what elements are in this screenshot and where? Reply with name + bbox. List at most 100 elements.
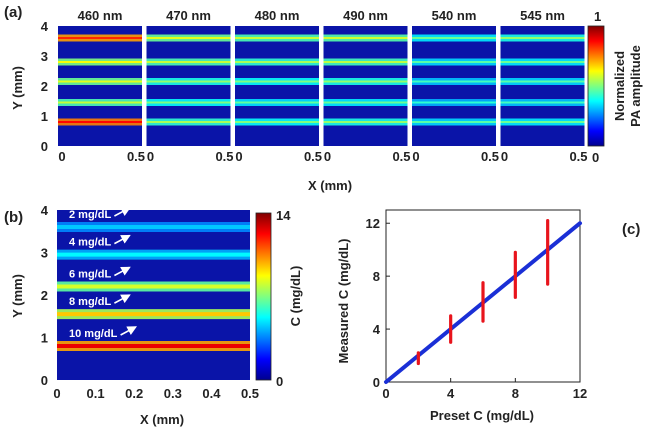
wavelength-label-4: 540 nm bbox=[432, 8, 477, 23]
panel-a-band-core-5-4 bbox=[500, 37, 585, 39]
panel-c-ytick-2: 8 bbox=[373, 269, 380, 284]
panel-b-band-core-3 bbox=[57, 312, 250, 317]
panel-a-band-core-5-2 bbox=[500, 80, 585, 83]
panel-b-band-core-1 bbox=[57, 252, 250, 257]
panel-a-band-core-5-3 bbox=[500, 61, 585, 63]
panel-c-ylabel: Measured C (mg/dL) bbox=[336, 239, 351, 364]
panel-a-xtick-0-4: 0 bbox=[412, 149, 419, 164]
panel-b-colorbar-max: 14 bbox=[276, 208, 291, 223]
panel-a-band-core-1-0 bbox=[146, 121, 231, 123]
panel-b: 2 mg/dL 4 mg/dL 6 mg/dL 8 mg/dL 10 mg/dL 0 0.1… bbox=[41, 203, 259, 401]
panel-a-label: (a) bbox=[4, 4, 22, 21]
panel-b-arrow-4 bbox=[120, 326, 138, 336]
panel-a-band-core-4-4 bbox=[412, 37, 496, 39]
panel-b-colorbar-min: 0 bbox=[276, 374, 283, 389]
panel-a-xtick-0-1: 0 bbox=[147, 149, 154, 164]
panel-c-label: (c) bbox=[622, 221, 640, 238]
panel-a-colorbar-label-2: PA amplitude bbox=[628, 45, 643, 127]
panel-a-xtick-1-1: 0.5 bbox=[215, 149, 233, 164]
panel-a-image-5 bbox=[500, 26, 585, 146]
panel-b-label: (b) bbox=[4, 209, 23, 226]
panel-b-ytick-0: 0 bbox=[41, 373, 48, 388]
panel-b-xlabel: X (mm) bbox=[140, 412, 184, 427]
wavelength-label-5: 545 nm bbox=[520, 8, 565, 23]
wavelength-label-2: 480 nm bbox=[255, 8, 300, 23]
panel-a-band-core-5-1 bbox=[500, 101, 585, 104]
panel-a-xtick-0-0: 0 bbox=[58, 149, 65, 164]
panel-b-colorbar-label: C (mg/dL) bbox=[288, 266, 303, 327]
panel-a-band-core-5-0 bbox=[500, 121, 585, 123]
panel-a-band-core-2-4 bbox=[235, 37, 319, 39]
panel-a-band-core-4-2 bbox=[412, 80, 496, 83]
panel-c-xlabel: Preset C (mg/dL) bbox=[430, 408, 534, 423]
panel-b-colorbar-gradient bbox=[255, 212, 272, 381]
panel-b-band-core-2 bbox=[57, 284, 250, 289]
panel-a-colorbar-label-1: Normalized bbox=[612, 51, 627, 121]
panel-a-ytick-2: 2 bbox=[41, 79, 48, 94]
panel-a-ytick-4: 4 bbox=[41, 19, 49, 34]
panel-a-xtick-0-3: 0 bbox=[324, 149, 331, 164]
panel-a-xtick-1-5: 0.5 bbox=[569, 149, 587, 164]
panel-b-arrow-2 bbox=[114, 266, 131, 277]
panel-a-ytick-1: 1 bbox=[41, 109, 48, 124]
panel-b-ytick-2: 2 bbox=[41, 288, 48, 303]
panel-b-xtick-4: 0.4 bbox=[202, 386, 221, 401]
panel-a-xtick-1-2: 0.5 bbox=[304, 149, 322, 164]
panel-a-band-core-3-1 bbox=[323, 101, 408, 104]
panel-b-ylabel: Y (mm) bbox=[10, 274, 25, 318]
panel-c-ytick-3: 12 bbox=[366, 216, 380, 231]
panel-a-band-core-1-4 bbox=[146, 37, 231, 39]
panel-a-band-core-4-0 bbox=[412, 121, 496, 123]
panel-a-xtick-0-2: 0 bbox=[235, 149, 242, 164]
wavelength-label-0: 460 nm bbox=[78, 8, 123, 23]
panel-a-colorbar-min: 0 bbox=[592, 150, 599, 165]
panel-a-band-core-1-1 bbox=[146, 101, 231, 104]
panel-b-tube-label-2: 6 mg/dL bbox=[69, 269, 111, 281]
panel-b-band-core-4 bbox=[57, 344, 250, 348]
panel-b-xtick-5: 0.5 bbox=[241, 386, 259, 401]
panel-c-ytick-0: 0 bbox=[373, 375, 380, 390]
panel-c-xtick-2: 8 bbox=[512, 386, 519, 401]
panel-a-xtick-1-0: 0.5 bbox=[127, 149, 145, 164]
panel-b-image bbox=[57, 210, 250, 380]
panel-a-xlabel: X (mm) bbox=[308, 178, 352, 193]
panel-a-band-core-0-4 bbox=[58, 37, 142, 39]
panel-a-band-core-0-1 bbox=[58, 101, 142, 104]
panel-b-ytick-4: 4 bbox=[41, 203, 49, 218]
panel-c-ytick-1: 4 bbox=[373, 322, 381, 337]
panel-b-tube-label-3: 8 mg/dL bbox=[69, 296, 111, 308]
panel-b-xtick-0: 0 bbox=[53, 386, 60, 401]
panel-b-tube-label-4: 10 mg/dL bbox=[69, 328, 118, 340]
panel-a-band-core-3-2 bbox=[323, 80, 408, 83]
panel-a-ytick-3: 3 bbox=[41, 49, 48, 64]
panel-b-xtick-1: 0.1 bbox=[87, 386, 105, 401]
panel-a-ylabel: Y (mm) bbox=[10, 66, 25, 110]
panel-a-image-1 bbox=[146, 26, 231, 146]
panel-b-arrow-3 bbox=[114, 294, 131, 304]
panel-a-image-3 bbox=[323, 26, 408, 146]
panel-c: 0 4 8 12 0 4 8 12 bbox=[366, 209, 587, 401]
panel-b-colorbar: 14 0 C (mg/dL) bbox=[255, 208, 303, 389]
panel-a-band-core-0-3 bbox=[58, 61, 142, 63]
panel-a-xtick-1-3: 0.5 bbox=[392, 149, 410, 164]
panel-c-xtick-1: 4 bbox=[447, 386, 455, 401]
wavelength-label-1: 470 nm bbox=[166, 8, 211, 23]
panel-a-xtick-1-4: 0.5 bbox=[481, 149, 499, 164]
panel-b-tube-label-0: 2 mg/dL bbox=[69, 209, 111, 221]
wavelength-label-3: 490 nm bbox=[343, 8, 388, 23]
panel-b-xtick-3: 0.3 bbox=[164, 386, 182, 401]
panel-a-ytick-0: 0 bbox=[41, 139, 48, 154]
panel-a-band-core-2-1 bbox=[235, 101, 319, 104]
panel-c-xtick-3: 12 bbox=[573, 386, 587, 401]
panel-a-band-core-4-3 bbox=[412, 61, 496, 63]
panel-a-band-core-1-3 bbox=[146, 61, 231, 63]
panel-b-ytick-3: 3 bbox=[41, 246, 48, 261]
panel-a-band-core-0-2 bbox=[58, 80, 142, 83]
panel-a-band-core-4-1 bbox=[412, 101, 496, 104]
panel-a-colorbar-gradient bbox=[587, 25, 605, 147]
panel-a-band-core-3-3 bbox=[323, 61, 408, 63]
panel-b-arrow-1 bbox=[114, 234, 131, 245]
panel-a-image-0 bbox=[58, 26, 142, 146]
